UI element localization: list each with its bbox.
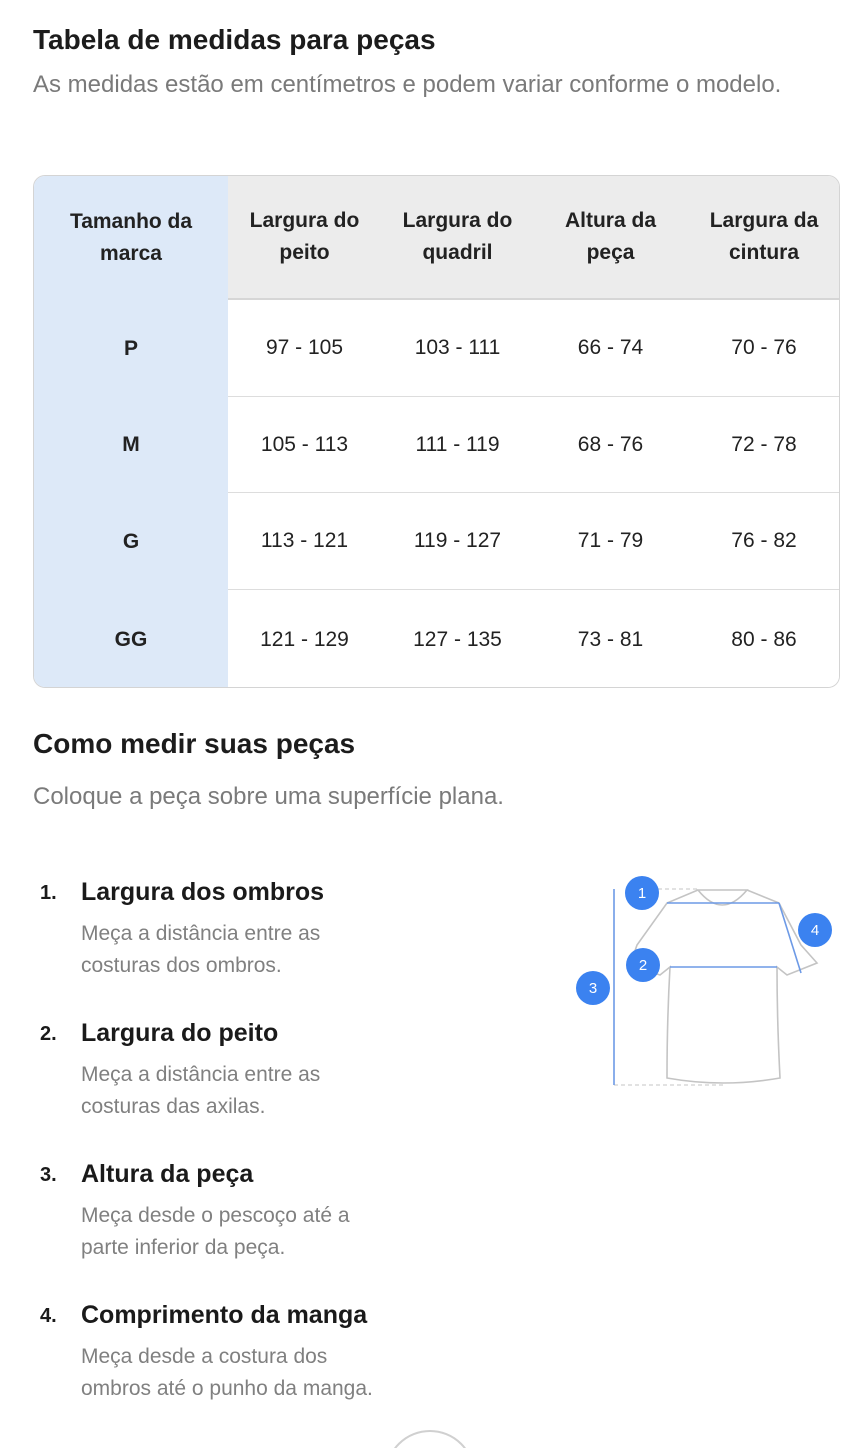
size-table: Tamanho da marca Largura do peito Largura … <box>33 175 840 688</box>
table-cell: 111 - 119 <box>381 397 534 493</box>
table-cell: 80 - 86 <box>687 590 839 687</box>
scroll-button-arc[interactable] <box>380 1425 480 1448</box>
table-cell: 68 - 76 <box>534 397 687 493</box>
step-title: Largura dos ombros <box>81 878 325 906</box>
table-cell: 127 - 135 <box>381 590 534 687</box>
table-cell: 66 - 74 <box>534 300 687 397</box>
marker-number: 2 <box>639 957 647 974</box>
step-number: 3. <box>40 1164 57 1186</box>
table-cell: 121 - 129 <box>228 590 381 687</box>
step-description: Meça a distância entre as costuras dos o… <box>81 922 321 977</box>
size-label: G <box>34 493 228 590</box>
column-header: Altura da peça <box>534 176 687 300</box>
table-cell: 105 - 113 <box>228 397 381 493</box>
step-title: Comprimento da manga <box>81 1301 368 1329</box>
how-to-title: Como medir suas peças <box>33 728 356 759</box>
marker-number: 4 <box>811 922 819 939</box>
step-number: 4. <box>40 1305 57 1327</box>
marker-number: 3 <box>589 980 597 997</box>
t-shirt-diagram-icon: 1 2 3 4 <box>576 876 832 1086</box>
column-header: Largura do peito <box>228 176 381 300</box>
step-number: 1. <box>40 882 57 904</box>
table-cell: 97 - 105 <box>228 300 381 397</box>
table-cell: 70 - 76 <box>687 300 839 397</box>
page-title: Tabela de medidas para peças <box>33 24 436 55</box>
step-description: Meça desde o pescoço até a parte inferio… <box>81 1204 350 1259</box>
marker-number: 1 <box>638 885 646 902</box>
column-header: Largura do quadril <box>381 176 534 300</box>
table-cell: 76 - 82 <box>687 493 839 590</box>
table-cell: 73 - 81 <box>534 590 687 687</box>
page-subtitle: As medidas estão em centímetros e podem … <box>33 71 782 98</box>
column-header: Tamanho da marca <box>34 176 228 300</box>
marker-circle <box>798 913 832 947</box>
step-title: Altura da peça <box>81 1160 254 1188</box>
marker-circle <box>626 948 660 982</box>
table-cell: 71 - 79 <box>534 493 687 590</box>
table-cell: 113 - 121 <box>228 493 381 590</box>
size-label: GG <box>34 590 228 687</box>
how-to-subtitle: Coloque a peça sobre uma superfície plan… <box>33 783 504 810</box>
column-header: Largura da cintura <box>687 176 839 300</box>
marker-circle <box>576 971 610 1005</box>
size-label: P <box>34 300 228 397</box>
step-description: Meça a distância entre as costuras das a… <box>81 1063 321 1118</box>
marker-circle <box>625 876 659 910</box>
step-title: Largura do peito <box>81 1019 279 1047</box>
table-cell: 119 - 127 <box>381 493 534 590</box>
size-label: M <box>34 397 228 493</box>
table-cell: 103 - 111 <box>381 300 534 397</box>
table-cell: 72 - 78 <box>687 397 839 493</box>
step-description: Meça desde a costura dos ombros até o pu… <box>81 1345 373 1400</box>
step-number: 2. <box>40 1023 57 1045</box>
